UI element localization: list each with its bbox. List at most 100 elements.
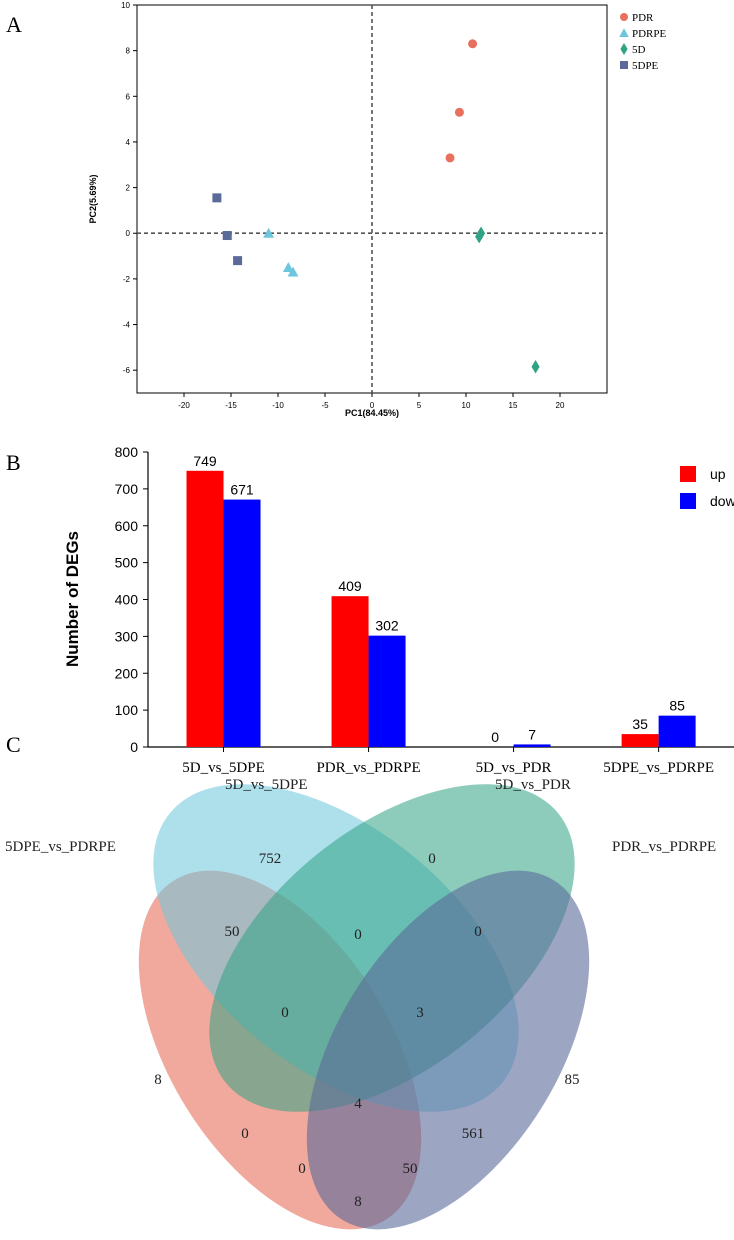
bar-legend-swatch-down — [680, 493, 696, 509]
bar-up-pdr_vs_pdrpe — [331, 596, 369, 747]
venn-count: 8 — [354, 1194, 362, 1210]
venn-count: 0 — [428, 851, 436, 867]
pca-y-tick-label: 4 — [126, 138, 131, 147]
bar-value-label: 85 — [669, 698, 685, 714]
pca-point-pdr — [454, 107, 464, 117]
venn-count: 50 — [403, 1161, 418, 1177]
bar-y-tick-label: 800 — [115, 444, 139, 460]
bar-up-5dpe_vs_pdrpe — [621, 734, 659, 747]
panel-label-a: A — [6, 12, 22, 37]
venn-count: 0 — [354, 927, 362, 943]
pca-y-tick-label: 10 — [121, 1, 130, 10]
bar-y-tick-label: 0 — [130, 739, 138, 755]
bar-down-pdr_vs_pdrpe — [368, 635, 406, 747]
venn-count: 0 — [298, 1161, 306, 1177]
pca-legend: PDR PDRPE 5D 5DPE — [619, 12, 667, 72]
pca-y-tick-label: 6 — [126, 92, 131, 101]
bar-y-axis-label: Number of DEGs — [63, 531, 82, 667]
venn-set-label-5d-vs-pdr: 5D_vs_PDR — [495, 777, 571, 793]
bar-up-5d_vs_5dpe — [186, 470, 224, 747]
pca-point-pdrpe — [287, 266, 299, 277]
pca-point-pdrpe — [282, 262, 294, 272]
bar-down-5d_vs_pdr — [513, 744, 551, 747]
pca-point-pdr — [445, 153, 455, 163]
pca-legend-marker-5d — [620, 43, 628, 55]
pca-legend-marker-pdr — [620, 13, 628, 21]
pca-point-5dpe — [222, 231, 232, 241]
bar-value-label: 35 — [632, 716, 648, 732]
pca-y-tick-label: -6 — [123, 366, 131, 375]
pca-y-axis-label: PC2(5.69%) — [88, 174, 98, 223]
pca-x-tick-label: -10 — [272, 401, 284, 410]
bar-down-5dpe_vs_pdrpe — [658, 715, 696, 747]
pca-point-pdrpe — [263, 227, 274, 238]
bar-value-label: 671 — [230, 482, 254, 498]
bar-value-label: 7 — [528, 726, 536, 742]
bar-y-tick-label: 200 — [115, 665, 139, 681]
venn-count: 85 — [565, 1072, 580, 1088]
venn-count: 3 — [416, 1005, 424, 1021]
pca-y-tick-label: 8 — [126, 47, 131, 56]
pca-legend-label: 5D — [632, 44, 646, 56]
pca-legend-label: 5DPE — [632, 60, 659, 72]
venn-set-label-pdr-vs-pdrpe: PDR_vs_PDRPE — [612, 839, 716, 855]
venn-set-label-5dpe-vs-pdrpe: 5DPE_vs_PDRPE — [5, 839, 116, 855]
pca-x-tick-label: -5 — [321, 401, 329, 410]
pca-x-tick-label: -20 — [178, 401, 190, 410]
bar-value-label: 302 — [375, 618, 399, 634]
venn-count: 561 — [462, 1126, 485, 1142]
venn-count: 0 — [241, 1126, 249, 1142]
pca-point-5d — [531, 360, 540, 374]
pca-x-tick-label: 5 — [417, 401, 422, 410]
bar-y-tick-label: 600 — [115, 518, 139, 534]
pca-x-tick-label: 15 — [509, 401, 518, 410]
pca-x-tick-label: 10 — [462, 401, 471, 410]
venn-count: 50 — [225, 924, 240, 940]
venn-diagram-panel: 5DPE_vs_PDRPE 5D_vs_5DPE 5D_vs_PDR PDR_v… — [5, 777, 716, 1230]
venn-count: 752 — [259, 851, 282, 867]
pca-x-tick-label: -15 — [225, 401, 237, 410]
venn-count: 0 — [474, 924, 482, 940]
panel-label-c: C — [6, 732, 21, 757]
pca-y-tick-label: 2 — [126, 184, 131, 193]
venn-ellipse-pdr-vs-pdrpe — [306, 870, 590, 1230]
venn-count: 0 — [281, 1005, 289, 1021]
bar-value-label: 409 — [338, 578, 362, 594]
bar-category-label: 5DPE_vs_PDRPE — [603, 760, 714, 776]
bar-category-label: 5D_vs_PDR — [476, 760, 552, 776]
pca-legend-label: PDRPE — [632, 28, 667, 40]
pca-point-pdr — [468, 39, 478, 49]
bar-value-label: 749 — [193, 453, 217, 469]
pca-legend-marker-5dpe — [620, 61, 628, 69]
bar-y-tick-label: 500 — [115, 555, 139, 571]
venn-set-label-5d-vs-5dpe: 5D_vs_5DPE — [225, 777, 308, 793]
pca-x-tick-label: 20 — [556, 401, 565, 410]
pca-y-tick-label: 0 — [126, 229, 131, 238]
bar-legend-label: down — [710, 493, 734, 509]
bar-category-label: 5D_vs_5DPE — [182, 760, 265, 776]
bar-legend: up down — [680, 466, 734, 509]
bar-down-5d_vs_5dpe — [223, 499, 261, 747]
pca-x-tick-label: 0 — [370, 401, 375, 410]
pca-point-5dpe — [233, 256, 243, 266]
pca-legend-label: PDR — [632, 12, 654, 24]
panel-label-b: B — [6, 450, 21, 475]
bar-y-tick-label: 700 — [115, 481, 139, 497]
pca-point-5d — [475, 229, 484, 244]
pca-legend-marker-pdrpe — [619, 28, 629, 37]
bar-value-label: 0 — [491, 729, 499, 745]
pca-y-tick-label: -4 — [123, 321, 131, 330]
bar-category-label: PDR_vs_PDRPE — [316, 760, 420, 776]
pca-x-axis-label: PC1(84.45%) — [345, 408, 399, 418]
bar-y-tick-label: 300 — [115, 628, 139, 644]
pca-point-5dpe — [212, 193, 222, 203]
bar-y-tick-label: 100 — [115, 702, 139, 718]
pca-y-tick-label: -2 — [123, 275, 131, 284]
venn-count: 4 — [354, 1096, 362, 1112]
deg-bar-chart-panel: 0 100 200 300 400 500 600 700 800 5D_vs_5DPE PDR_v… — [63, 444, 734, 776]
bar-legend-swatch-up — [680, 466, 696, 482]
bar-y-tick-label: 400 — [115, 592, 139, 608]
bar-legend-label: up — [710, 466, 726, 482]
